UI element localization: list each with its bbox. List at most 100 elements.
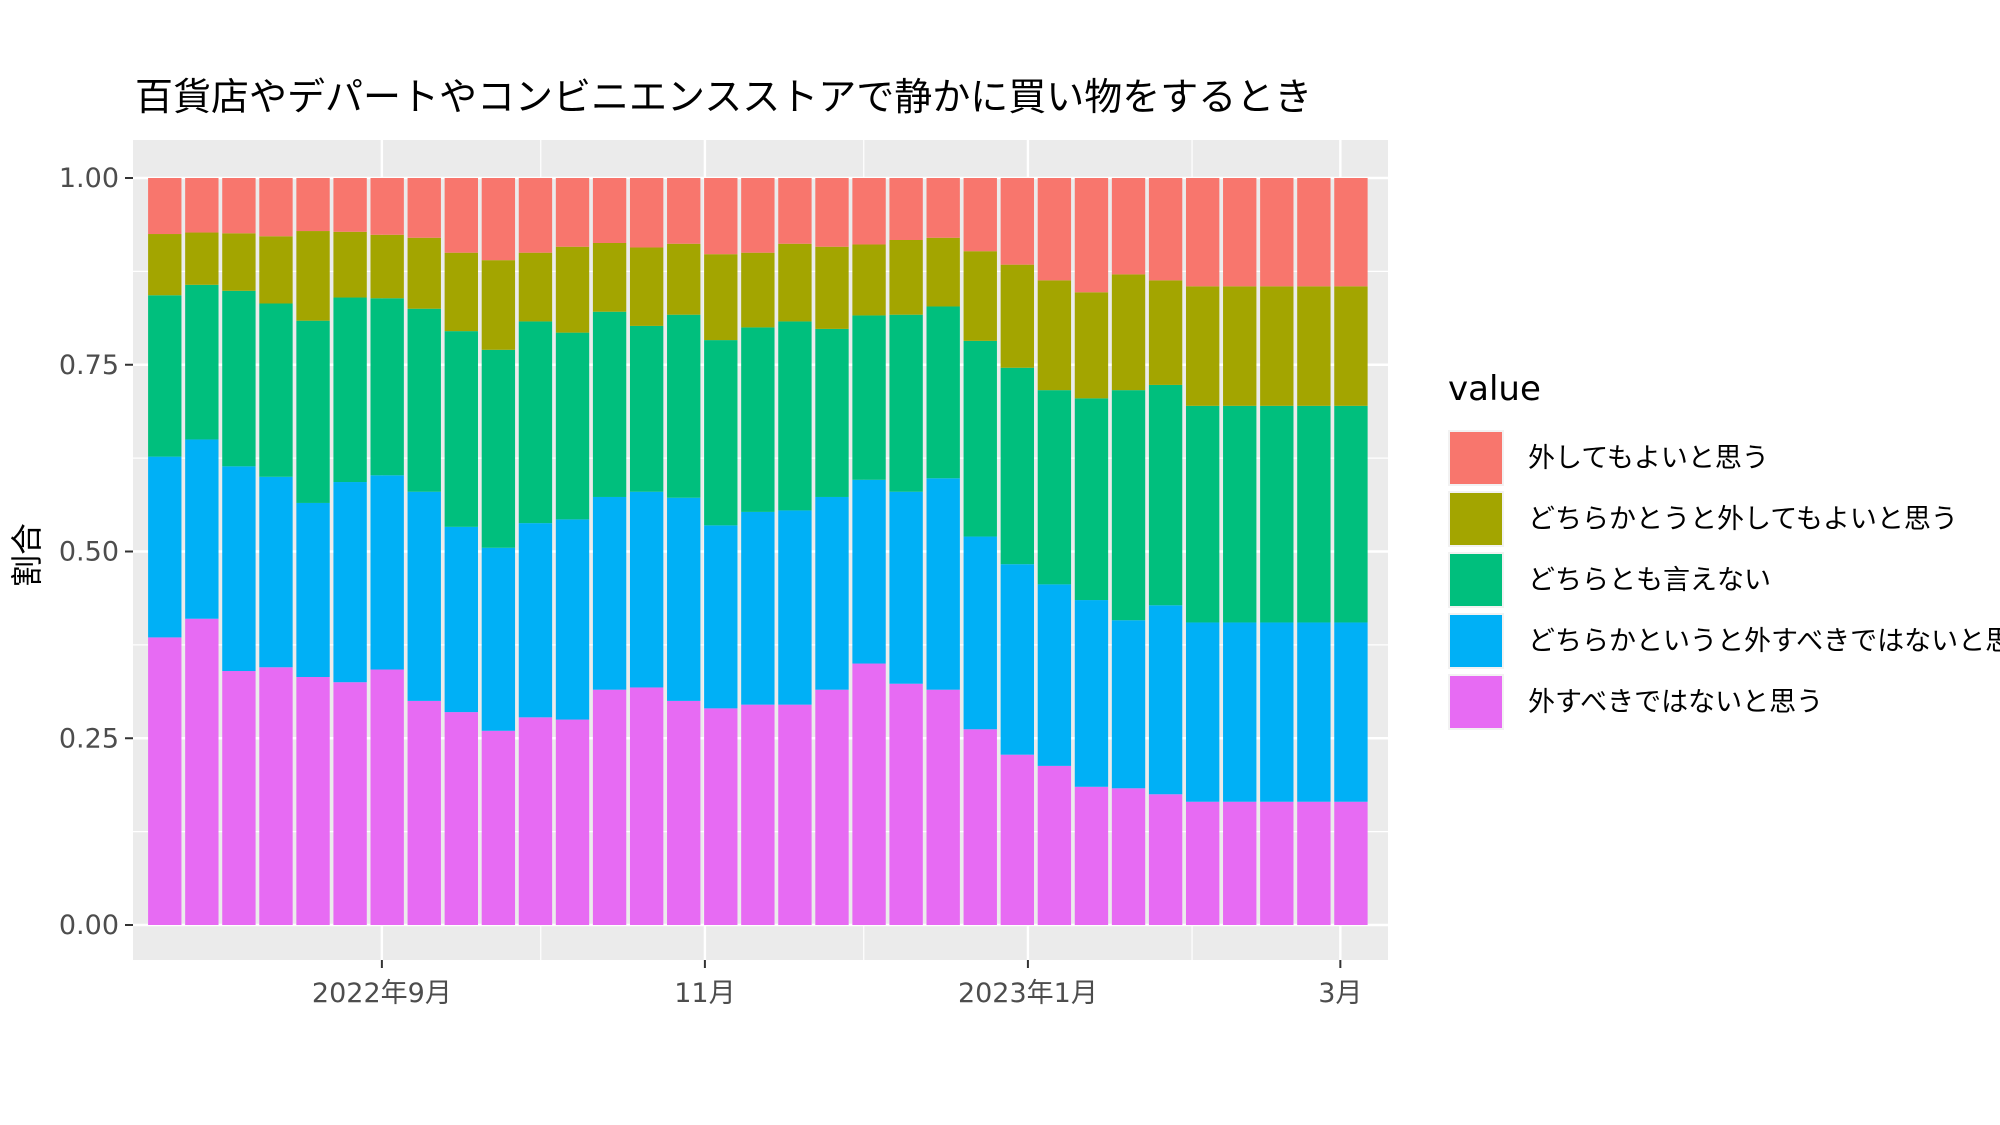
bar-segment: [444, 331, 478, 527]
bar-segment: [222, 466, 256, 672]
bar-segment: [148, 295, 182, 457]
bars: [148, 178, 1368, 925]
bar-segment: [148, 178, 182, 235]
bar-segment: [1297, 622, 1331, 802]
bar-segment: [407, 308, 441, 492]
bar-segment: [741, 327, 775, 512]
bar-segment: [481, 547, 516, 731]
bar-segment: [815, 496, 849, 690]
bar-segment: [407, 491, 441, 701]
bar-segment: [444, 178, 478, 253]
bar-segment: [704, 254, 738, 341]
bar-segment: [407, 178, 441, 238]
bar-segment: [481, 260, 516, 350]
bar-segment: [296, 320, 330, 503]
bar-segment: [889, 491, 923, 684]
bar-segment: [481, 349, 516, 548]
bar-segment: [778, 321, 812, 511]
bar-segment: [1297, 286, 1331, 406]
bar-segment: [1185, 622, 1220, 802]
bar-segment: [1074, 398, 1109, 601]
bar-segment: [926, 237, 960, 307]
bar-segment: [629, 178, 664, 248]
bar-segment: [629, 247, 664, 326]
bar-segment: [1074, 292, 1109, 399]
bar-segment: [259, 178, 293, 237]
bar-segment: [778, 510, 812, 705]
bar-segment: [1334, 405, 1368, 623]
bar-segment: [1148, 605, 1183, 795]
bar-segment: [1074, 178, 1109, 293]
bar-segment: [1334, 178, 1368, 287]
legend-swatch: [1450, 615, 1502, 667]
bar-segment: [1223, 286, 1257, 406]
bar-segment: [852, 178, 886, 245]
bar-segment: [852, 663, 886, 925]
bar-segment: [926, 306, 960, 479]
bar-segment: [407, 700, 441, 925]
bar-segment: [1000, 178, 1035, 265]
bar-segment: [889, 683, 923, 925]
y-tick-label: 0.50: [59, 537, 119, 568]
bar-segment: [704, 525, 738, 709]
legend-swatch: [1450, 493, 1502, 545]
bar-segment: [296, 676, 330, 925]
bar-segment: [1223, 178, 1257, 287]
bar-segment: [407, 237, 441, 309]
legend-label: どちらかというと外すべきではないと思う: [1528, 626, 2000, 657]
bar-segment: [1260, 286, 1294, 406]
bar-segment: [296, 178, 330, 232]
axes: 0.00 0.25 0.50 0.75 1.00 2022年9月 11月 2023年1月 3月: [59, 163, 1363, 1009]
bar-segment: [370, 234, 404, 299]
bar-segment: [667, 314, 701, 498]
bar-segment: [1334, 286, 1368, 406]
bar-segment: [963, 251, 997, 341]
bar-segment: [555, 519, 590, 720]
bar-segment: [1185, 801, 1220, 925]
bar-segment: [481, 730, 516, 925]
bar-segment: [1148, 178, 1183, 281]
bar-segment: [555, 719, 590, 925]
bar-segment: [1185, 178, 1220, 287]
bar-segment: [815, 178, 849, 247]
bar-segment: [963, 178, 997, 252]
legend-swatch: [1450, 432, 1502, 484]
legend-swatch: [1450, 676, 1502, 728]
bar-segment: [592, 311, 627, 497]
bar-segment: [185, 618, 219, 925]
bar-segment: [1185, 405, 1220, 623]
bar-segment: [778, 243, 812, 322]
bar-segment: [555, 332, 590, 520]
bar-segment: [667, 700, 701, 925]
bar-segment: [1000, 754, 1035, 925]
bar-segment: [926, 178, 960, 238]
bar-segment: [667, 497, 701, 701]
bar-segment: [963, 340, 997, 537]
bar-segment: [222, 671, 256, 925]
bar-segment: [704, 178, 738, 255]
bar-segment: [333, 682, 367, 925]
bar-segment: [1148, 384, 1183, 606]
bar-segment: [778, 704, 812, 925]
bar-segment: [518, 717, 553, 925]
bar-segment: [629, 491, 664, 688]
bar-segment: [1148, 280, 1183, 385]
bar-segment: [1223, 405, 1257, 623]
bar-segment: [259, 476, 293, 668]
bar-segment: [333, 178, 367, 232]
bar-segment: [1260, 801, 1294, 925]
bar-segment: [1037, 280, 1072, 391]
bar-segment: [667, 243, 701, 315]
bar-segment: [1334, 801, 1368, 925]
bar-segment: [185, 284, 219, 440]
bar-segment: [1297, 801, 1331, 925]
bar-segment: [815, 689, 849, 925]
bar-segment: [481, 178, 516, 261]
bar-segment: [296, 231, 330, 321]
bar-segment: [815, 328, 849, 497]
bar-segment: [741, 178, 775, 253]
bar-segment: [889, 314, 923, 492]
x-tick-label: 3月: [1318, 978, 1362, 1009]
legend-label: 外すべきではないと思う: [1528, 687, 1823, 718]
bar-segment: [1074, 600, 1109, 787]
